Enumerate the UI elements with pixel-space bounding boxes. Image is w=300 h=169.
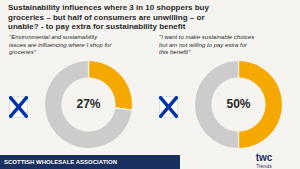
html-text:Sustainability influences wher: Sustainability influences where 3 in 10 …	[8, 3, 209, 32]
html-text:"Environmental and sustainabil: "Environmental and sustainability issues…	[9, 34, 112, 55]
html-text:Trends: Trends	[256, 163, 272, 169]
svg-text:50%: 50%	[226, 97, 250, 111]
html-text:"I want to make sustainable ch: "I want to make sustainable choices but …	[159, 34, 255, 55]
html-text:SCOTTISH WHOLESALE ASSOCIATION: SCOTTISH WHOLESALE ASSOCIATION	[4, 159, 117, 165]
html-text:twc: twc	[255, 152, 273, 163]
svg-text:27%: 27%	[76, 97, 100, 111]
